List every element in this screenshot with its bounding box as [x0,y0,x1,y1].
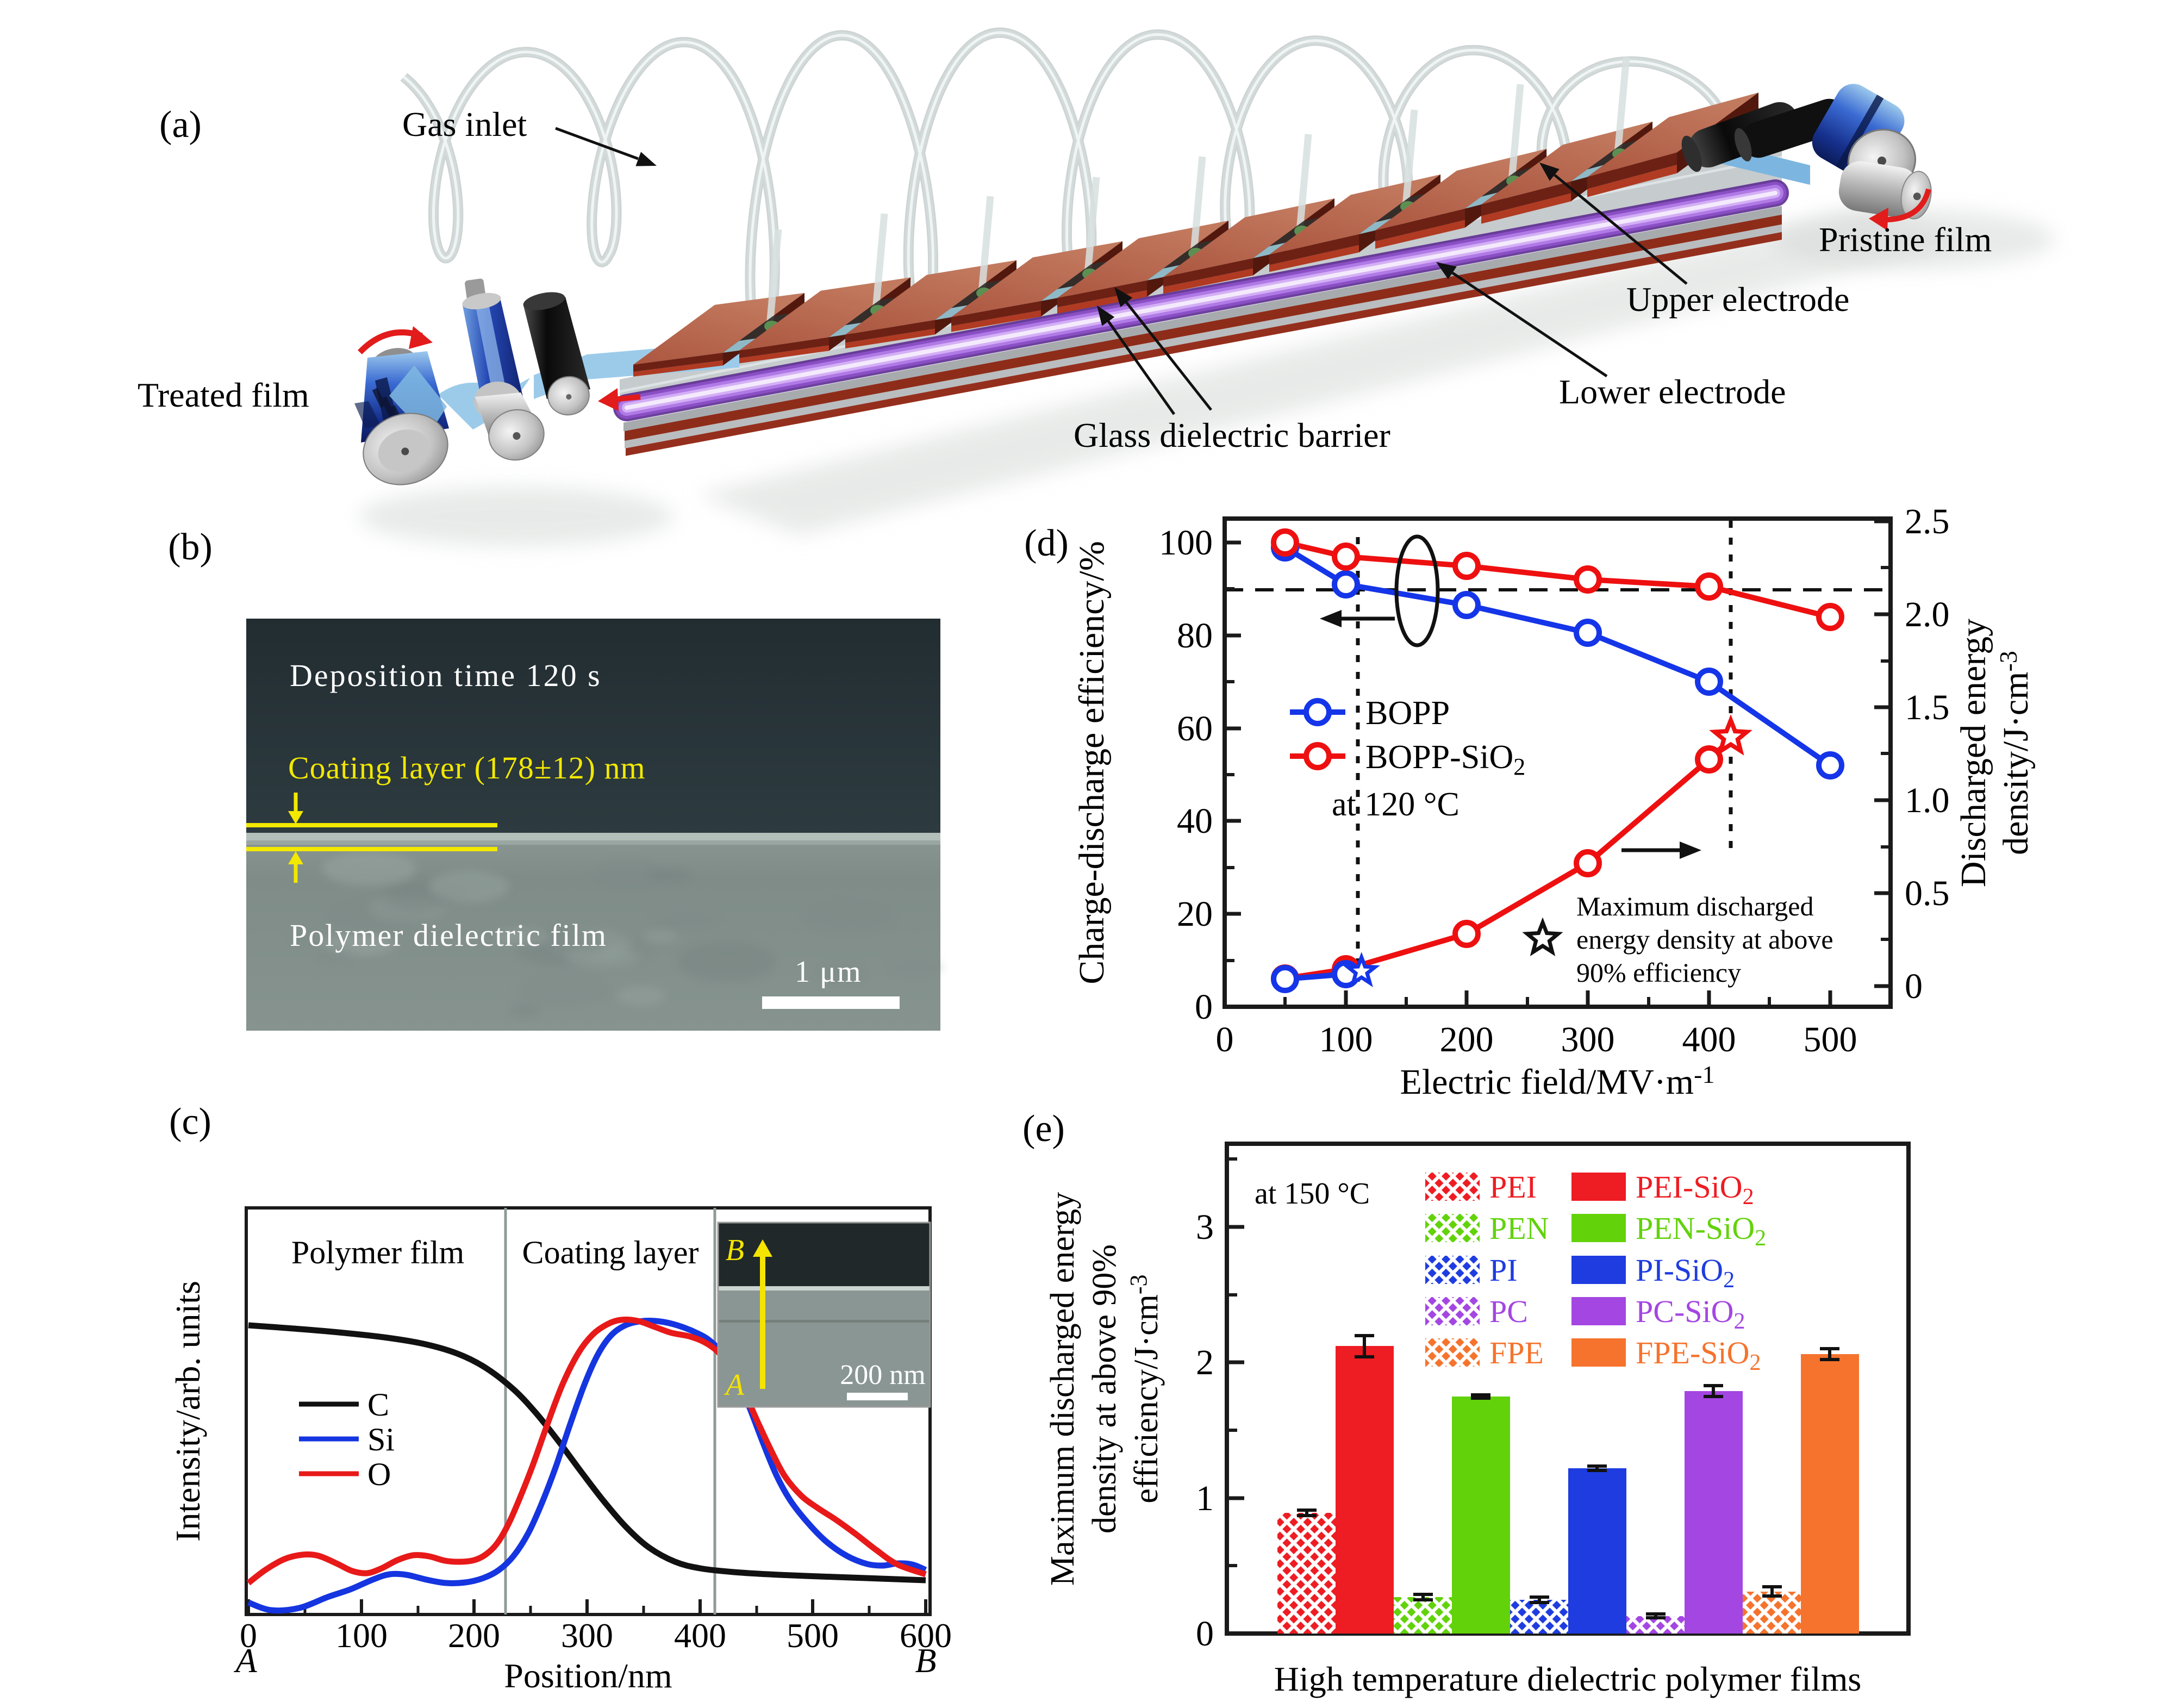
svg-text:60: 60 [1177,709,1213,749]
svg-text:1.5: 1.5 [1905,688,1950,727]
svg-text:300: 300 [1561,1020,1615,1059]
svg-text:PEI-SiO2: PEI-SiO2 [1636,1169,1754,1210]
svg-text:C: C [367,1387,389,1423]
svg-text:Polymer film: Polymer film [291,1235,464,1270]
svg-text:300: 300 [561,1616,613,1655]
svg-text:PC-SiO2: PC-SiO2 [1636,1294,1745,1334]
svg-text:density at above 90%: density at above 90% [1086,1244,1123,1534]
svg-text:2: 2 [1196,1343,1214,1382]
svg-text:A: A [723,1368,745,1402]
svg-text:PEI: PEI [1489,1169,1537,1205]
svg-text:1.0: 1.0 [1905,781,1950,820]
svg-text:500: 500 [1804,1020,1857,1059]
svg-text:Maximum discharged energy: Maximum discharged energy [1044,1192,1081,1586]
svg-text:Deposition time 120 s: Deposition time 120 s [290,658,602,693]
svg-text:PEN: PEN [1489,1211,1549,1246]
svg-text:Maximum discharged: Maximum discharged [1576,891,1814,921]
svg-text:BOPP: BOPP [1365,695,1450,732]
svg-text:600: 600 [900,1616,952,1655]
svg-text:at 150 °C: at 150 °C [1255,1177,1370,1211]
svg-text:0: 0 [1216,1020,1234,1059]
svg-text:Glass dielectric barrier: Glass dielectric barrier [1074,416,1390,454]
svg-text:Coating layer (178±12) nm: Coating layer (178±12) nm [288,750,646,786]
svg-text:FPE: FPE [1489,1335,1544,1370]
svg-text:3: 3 [1196,1207,1214,1247]
svg-text:200: 200 [448,1616,500,1655]
svg-text:BOPP-SiO2: BOPP-SiO2 [1365,739,1525,780]
svg-text:FPE-SiO2: FPE-SiO2 [1636,1335,1761,1375]
svg-text:PI-SiO2: PI-SiO2 [1636,1252,1735,1293]
svg-text:(a): (a) [159,104,202,146]
svg-text:(e): (e) [1022,1108,1065,1150]
svg-text:90% efficiency: 90% efficiency [1576,957,1741,988]
svg-text:Position/nm: Position/nm [504,1656,672,1695]
svg-text:(c): (c) [169,1101,211,1143]
svg-text:efficiency/J·cm-3: efficiency/J·cm-3 [1125,1274,1165,1503]
svg-text:40: 40 [1177,801,1213,841]
svg-text:Intensity/arb. units: Intensity/arb. units [169,1281,207,1542]
svg-text:Gas inlet: Gas inlet [402,105,527,144]
svg-text:PI: PI [1489,1252,1518,1288]
svg-text:O: O [367,1456,391,1492]
svg-text:100: 100 [1159,523,1213,563]
svg-text:80: 80 [1177,616,1213,656]
svg-text:2.0: 2.0 [1905,595,1950,634]
svg-text:0.5: 0.5 [1905,874,1950,913]
svg-text:1 μm: 1 μm [795,955,862,989]
svg-text:PC: PC [1489,1294,1528,1329]
svg-text:(b): (b) [168,526,213,568]
svg-text:(d): (d) [1024,522,1069,564]
svg-text:at 120 °C: at 120 °C [1332,786,1460,823]
svg-text:Electric field/MV·m-1: Electric field/MV·m-1 [1400,1061,1715,1102]
svg-text:0: 0 [1195,987,1213,1027]
svg-text:Treated film: Treated film [138,376,309,414]
svg-text:0: 0 [1196,1614,1214,1654]
svg-text:20: 20 [1177,894,1213,934]
svg-text:High temperature dielectric po: High temperature dielectric polymer film… [1274,1660,1862,1698]
svg-text:Upper electrode: Upper electrode [1626,280,1849,319]
svg-text:500: 500 [787,1616,839,1655]
svg-text:B: B [726,1233,744,1267]
svg-text:0: 0 [240,1616,257,1655]
svg-text:0: 0 [1905,967,1923,1006]
svg-text:Lower electrode: Lower electrode [1559,372,1786,411]
svg-text:100: 100 [1319,1020,1373,1059]
svg-text:Si: Si [367,1422,395,1457]
svg-text:1: 1 [1196,1479,1214,1518]
svg-text:energy density at above: energy density at above [1576,924,1833,955]
svg-text:PEN-SiO2: PEN-SiO2 [1636,1211,1766,1251]
svg-text:2.5: 2.5 [1905,502,1950,541]
svg-text:200 nm: 200 nm [840,1360,925,1391]
svg-text:400: 400 [1682,1020,1736,1059]
svg-text:Discharged energy: Discharged energy [1954,619,1993,887]
svg-text:Charge-discharge efficiency/%: Charge-discharge efficiency/% [1072,541,1112,984]
svg-text:Coating layer: Coating layer [522,1235,699,1270]
svg-text:density/J·cm-3: density/J·cm-3 [1994,651,2036,855]
svg-text:Pristine film: Pristine film [1819,220,1992,259]
svg-text:Polymer dielectric film: Polymer dielectric film [290,918,607,953]
svg-text:100: 100 [335,1616,388,1655]
svg-text:A: A [233,1641,257,1680]
svg-text:200: 200 [1440,1020,1494,1059]
svg-text:400: 400 [674,1616,726,1655]
svg-text:B: B [915,1641,936,1680]
